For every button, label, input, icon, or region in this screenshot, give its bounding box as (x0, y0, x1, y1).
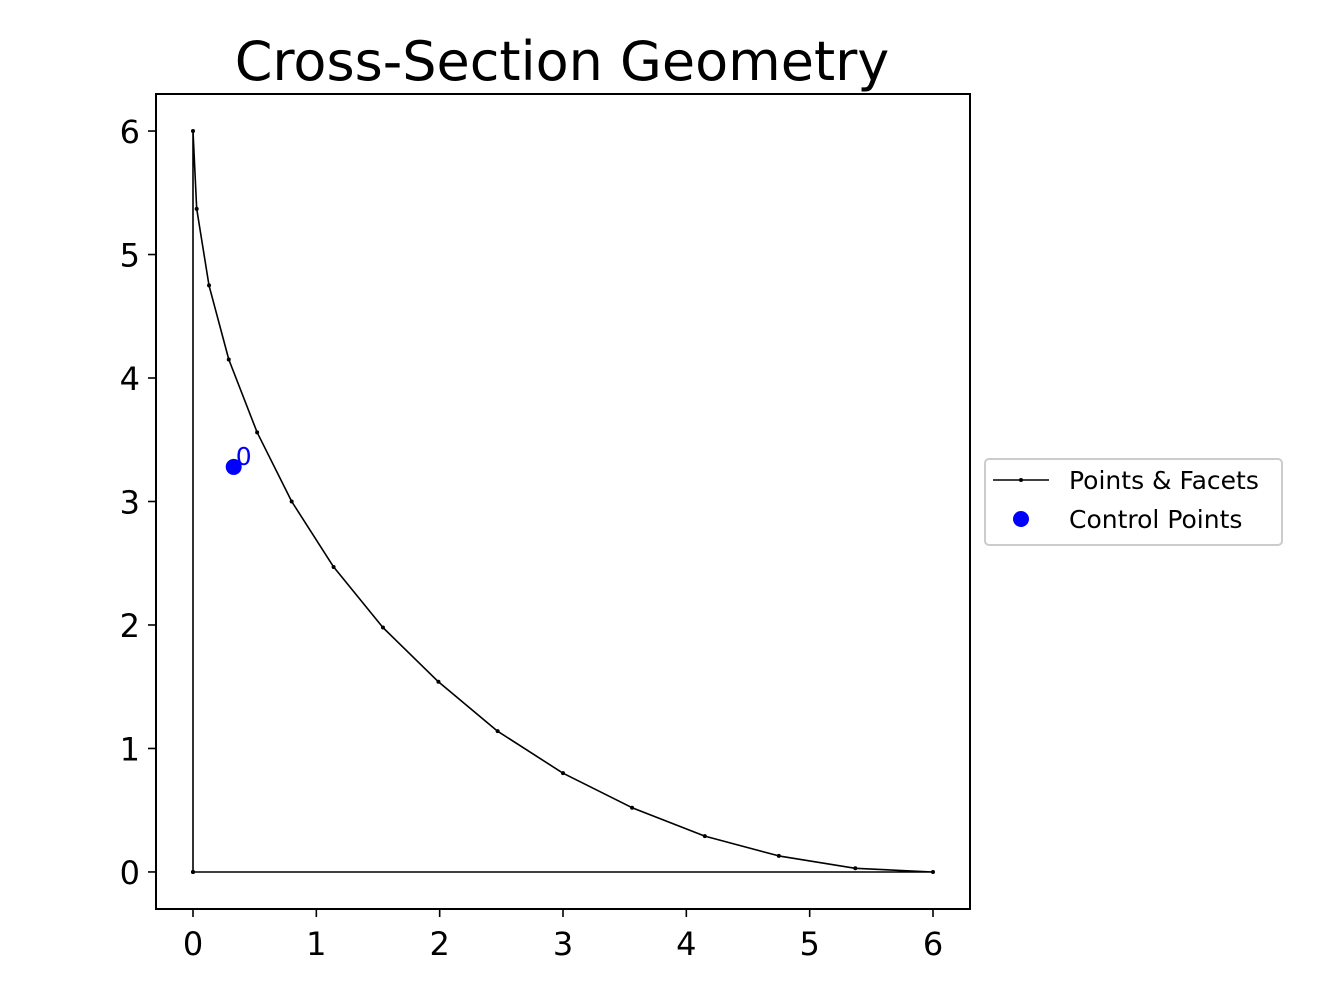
facets-line (192, 130, 934, 873)
facet-point (191, 869, 195, 874)
control-point-label: 0 (236, 442, 252, 471)
facet-point (853, 866, 858, 871)
facet-point (191, 129, 195, 134)
legend-label-points-facets: Points & Facets (1069, 466, 1259, 495)
x-tick-label: 0 (183, 925, 203, 963)
facet-point (331, 564, 336, 569)
legend: Points & Facets Control Points (984, 458, 1283, 546)
facet-point (561, 771, 565, 776)
y-tick-label: 5 (120, 237, 140, 275)
facet-point (776, 853, 781, 858)
facet-point (255, 430, 260, 435)
legend-label-control-points: Control Points (1069, 505, 1242, 534)
y-tick-label: 2 (120, 607, 140, 645)
y-tick-label: 4 (120, 360, 140, 398)
y-tick-label: 0 (120, 854, 140, 892)
control-point (225, 458, 242, 475)
facet-point (380, 625, 385, 630)
x-tick-label: 6 (923, 925, 943, 963)
facet-point (207, 283, 212, 288)
legend-box (984, 458, 1283, 546)
facet-point (495, 729, 500, 734)
legend-line-marker (1019, 478, 1023, 482)
chart-title: Cross-Section Geometry (235, 30, 890, 93)
y-tick-label: 6 (120, 113, 140, 151)
plot-area: 0 1 2 3 4 5 6 0 1 2 3 4 5 6 0 (120, 93, 971, 963)
facet-point (226, 357, 231, 362)
x-tick-label: 5 (799, 925, 819, 963)
facet-point (630, 805, 635, 810)
x-tick-label: 2 (429, 925, 449, 963)
facet-point (289, 499, 294, 504)
facet-point (194, 206, 199, 211)
x-tick-label: 1 (306, 925, 326, 963)
facet-point (436, 679, 441, 684)
legend-dot-swatch (1013, 511, 1029, 527)
x-tick-label: 3 (553, 925, 573, 963)
y-tick-label: 3 (120, 484, 140, 522)
x-tick-label: 4 (676, 925, 696, 963)
y-tick-label: 1 (120, 730, 140, 768)
facet-point (931, 869, 935, 874)
facet-point (702, 834, 707, 839)
